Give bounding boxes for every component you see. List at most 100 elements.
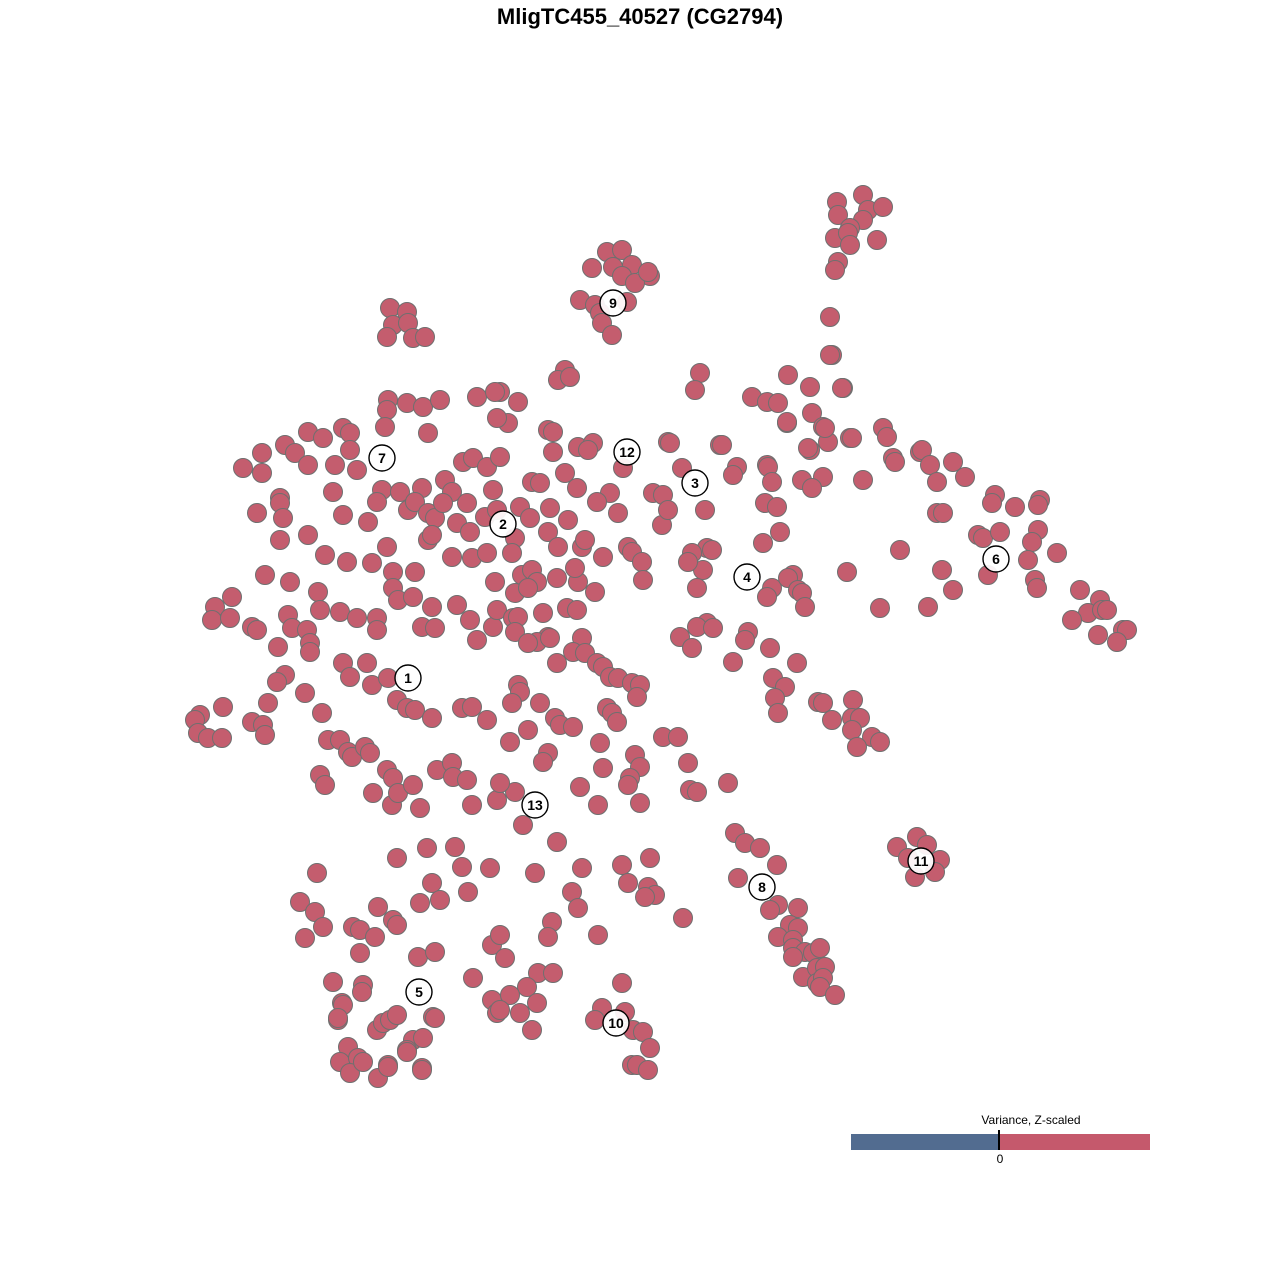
data-point bbox=[575, 530, 595, 550]
data-point bbox=[587, 492, 607, 512]
cluster-label-circle bbox=[599, 289, 627, 317]
data-point bbox=[340, 440, 360, 460]
data-point bbox=[405, 700, 425, 720]
cluster-label-text: 5 bbox=[415, 984, 423, 1000]
data-point bbox=[1107, 632, 1127, 652]
data-point bbox=[1062, 610, 1082, 630]
data-point bbox=[783, 947, 803, 967]
data-point bbox=[298, 455, 318, 475]
data-point bbox=[487, 600, 507, 620]
data-point bbox=[558, 510, 578, 530]
data-point bbox=[380, 298, 400, 318]
data-point bbox=[377, 327, 397, 347]
data-point bbox=[787, 653, 807, 673]
data-point bbox=[513, 815, 533, 835]
data-point bbox=[410, 798, 430, 818]
cluster-label-text: 2 bbox=[499, 516, 507, 532]
data-point bbox=[527, 993, 547, 1013]
data-point bbox=[832, 378, 852, 398]
data-point bbox=[635, 887, 655, 907]
cluster-label-11: 11 bbox=[907, 847, 935, 875]
data-point bbox=[678, 552, 698, 572]
data-point bbox=[490, 447, 510, 467]
data-point bbox=[588, 925, 608, 945]
data-point bbox=[540, 498, 560, 518]
data-point bbox=[870, 732, 890, 752]
data-point bbox=[490, 1000, 510, 1020]
data-point bbox=[505, 622, 525, 642]
data-point bbox=[298, 525, 318, 545]
cluster-label-circle bbox=[613, 438, 641, 466]
data-point bbox=[943, 452, 963, 472]
cluster-label-circle bbox=[748, 873, 776, 901]
data-point bbox=[490, 773, 510, 793]
data-point bbox=[565, 558, 585, 578]
data-point bbox=[847, 737, 867, 757]
data-point bbox=[723, 652, 743, 672]
data-point bbox=[353, 1052, 373, 1072]
data-point bbox=[363, 783, 383, 803]
data-point bbox=[490, 925, 510, 945]
data-point bbox=[457, 493, 477, 513]
data-point bbox=[533, 603, 553, 623]
data-point bbox=[247, 620, 267, 640]
data-point bbox=[430, 390, 450, 410]
data-point bbox=[312, 703, 332, 723]
data-point bbox=[760, 900, 780, 920]
data-point bbox=[658, 500, 678, 520]
data-point bbox=[252, 443, 272, 463]
data-point bbox=[590, 733, 610, 753]
data-point bbox=[367, 620, 387, 640]
data-point bbox=[415, 327, 435, 347]
data-point bbox=[405, 562, 425, 582]
data-point bbox=[602, 325, 622, 345]
data-point bbox=[258, 693, 278, 713]
data-point bbox=[500, 985, 520, 1005]
data-point bbox=[572, 858, 592, 878]
data-point bbox=[702, 540, 722, 560]
data-point bbox=[460, 610, 480, 630]
data-point bbox=[570, 777, 590, 797]
data-point bbox=[578, 440, 598, 460]
data-point bbox=[452, 857, 472, 877]
data-point bbox=[502, 693, 522, 713]
data-point bbox=[633, 570, 653, 590]
data-point bbox=[525, 863, 545, 883]
data-point bbox=[618, 873, 638, 893]
data-point bbox=[387, 848, 407, 868]
cluster-label-text: 10 bbox=[608, 1015, 624, 1031]
data-point bbox=[593, 547, 613, 567]
cluster-label-circle bbox=[405, 978, 433, 1006]
data-point bbox=[267, 672, 287, 692]
data-point bbox=[352, 982, 372, 1002]
data-point bbox=[757, 587, 777, 607]
data-point bbox=[955, 467, 975, 487]
data-point bbox=[247, 503, 267, 523]
data-point bbox=[477, 543, 497, 563]
data-point bbox=[333, 505, 353, 525]
data-point bbox=[350, 943, 370, 963]
cluster-label-text: 11 bbox=[914, 853, 929, 869]
data-point bbox=[518, 578, 538, 598]
data-point bbox=[340, 1063, 360, 1083]
data-point bbox=[337, 552, 357, 572]
data-point bbox=[500, 732, 520, 752]
data-point bbox=[608, 503, 628, 523]
data-point bbox=[458, 882, 478, 902]
data-points-layer bbox=[185, 185, 1137, 1088]
data-point bbox=[777, 412, 797, 432]
data-point bbox=[543, 963, 563, 983]
data-point bbox=[612, 855, 632, 875]
cluster-label-12: 12 bbox=[613, 438, 641, 466]
data-point bbox=[330, 602, 350, 622]
data-point bbox=[560, 367, 580, 387]
data-point bbox=[422, 525, 442, 545]
data-point bbox=[918, 597, 938, 617]
data-point bbox=[582, 258, 602, 278]
data-point bbox=[687, 578, 707, 598]
data-point bbox=[518, 633, 538, 653]
data-point bbox=[690, 363, 710, 383]
data-point bbox=[943, 580, 963, 600]
cluster-label-10: 10 bbox=[602, 1009, 630, 1037]
